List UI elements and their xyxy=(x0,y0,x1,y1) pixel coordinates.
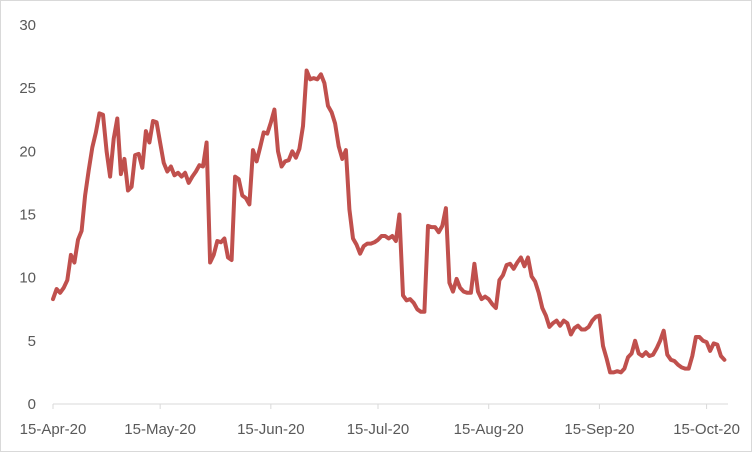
series-line xyxy=(51,68,727,375)
plot-area xyxy=(51,68,727,375)
y-tick-label: 15 xyxy=(19,207,36,224)
y-tick-label: 0 xyxy=(28,396,36,413)
y-tick-label: 5 xyxy=(28,333,36,350)
x-tick-label: 15-Sep-20 xyxy=(564,421,634,438)
y-tick-label: 25 xyxy=(19,80,36,97)
y-tick-label: 10 xyxy=(19,270,36,287)
y-tick-label: 30 xyxy=(19,17,36,34)
x-tick-label: 15-Apr-20 xyxy=(20,421,87,438)
x-tick-label: 15-Oct-20 xyxy=(673,421,740,438)
x-tick-label: 15-Jun-20 xyxy=(237,421,305,438)
x-axis: 15-Apr-20 15-May-20 15-Jun-20 15-Jul-20 15-A… xyxy=(20,403,740,438)
x-tick-label: 15-Jul-20 xyxy=(347,421,410,438)
x-tick-label: 15-May-20 xyxy=(124,421,196,438)
y-tick-label: 20 xyxy=(19,143,36,160)
y-axis: 0 5 10 15 20 25 30 xyxy=(19,17,36,413)
x-tick-label: 15-Aug-20 xyxy=(454,421,524,438)
